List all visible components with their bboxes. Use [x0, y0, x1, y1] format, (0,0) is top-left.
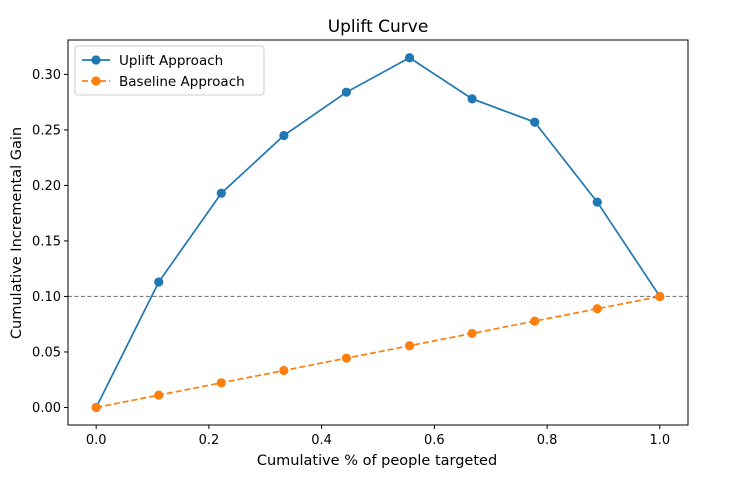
- y-tick-label: 0.20: [32, 179, 61, 194]
- y-axis-label: Cumulative Incremental Gain: [9, 127, 25, 339]
- data-point-series-1: [279, 130, 289, 141]
- y-tick-label: 0.10: [32, 290, 61, 305]
- y-tick-label: 0.00: [32, 401, 61, 416]
- y-tick-label: 0.15: [32, 234, 61, 249]
- data-point-series-2: [467, 328, 477, 339]
- series-line-2: [96, 295, 660, 409]
- legend-label: Baseline Approach: [119, 74, 245, 90]
- y-tick-label: 0.25: [32, 123, 61, 138]
- data-point-series-1: [467, 94, 477, 104]
- x-tick-label: 0.4: [311, 433, 332, 448]
- series-line-1: [95, 56, 661, 408]
- plot-frame: [67, 39, 689, 426]
- data-point-series-2: [655, 291, 665, 302]
- data-point-series-1: [216, 188, 226, 198]
- x-axis-label: Cumulative % of people targeted: [257, 453, 497, 469]
- data-point-series-1: [592, 197, 602, 207]
- data-point-series-1: [404, 53, 415, 63]
- legend-marker-2: [91, 76, 101, 86]
- legend-label: Uplift Approach: [119, 53, 223, 69]
- data-point-series-2: [154, 390, 164, 400]
- x-tick-label: 0.6: [424, 433, 445, 448]
- data-point-series-1: [341, 87, 352, 97]
- legend-marker-1: [91, 55, 101, 65]
- y-tick-label: 0.05: [32, 345, 61, 360]
- x-tick-label: 0.0: [86, 433, 107, 448]
- data-point-series-2: [279, 365, 289, 376]
- x-tick-label: 1.0: [649, 433, 670, 448]
- data-point-series-2: [341, 353, 352, 363]
- data-point-series-2: [530, 316, 540, 326]
- data-point-series-1: [530, 117, 540, 127]
- y-tick-label: 0.30: [32, 68, 61, 83]
- legend: Uplift Approach Baseline Approach: [74, 45, 265, 96]
- data-point-series-2: [404, 341, 415, 351]
- data-point-series-1: [154, 277, 164, 287]
- data-point-series-2: [91, 402, 101, 413]
- data-point-series-2: [216, 378, 226, 388]
- x-tick-label: 0.2: [199, 433, 220, 448]
- data-point-series-2: [592, 304, 602, 314]
- chart-title: Uplift Curve: [328, 17, 429, 37]
- x-tick-label: 0.8: [537, 433, 558, 448]
- legend-box: [74, 45, 265, 96]
